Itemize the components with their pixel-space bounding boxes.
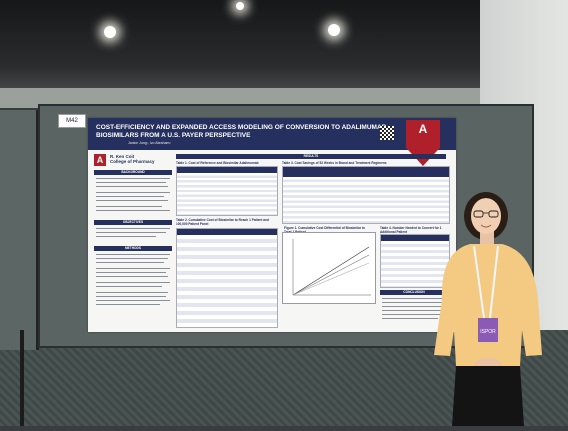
figure1-line-chart (282, 232, 376, 304)
text-line (96, 236, 156, 238)
neck (480, 230, 494, 246)
text-line (96, 292, 168, 294)
college-name: R. Ken Coit College of Pharmacy (110, 154, 155, 164)
section-objectives: OBJECTIVES (94, 220, 172, 225)
glasses-icon (473, 210, 484, 218)
ceiling-light (328, 24, 340, 36)
text-line (96, 186, 168, 188)
text-line (96, 232, 166, 234)
section-conclusion: CONCLUSION (380, 290, 448, 295)
series-line (292, 262, 370, 296)
ceiling-light (104, 26, 116, 38)
table-header (283, 167, 449, 177)
section-results: RESULTS (176, 154, 446, 159)
text-line (96, 262, 164, 264)
hair-top (466, 195, 506, 210)
text-line (96, 178, 170, 180)
text-line (96, 272, 166, 274)
table-header (177, 229, 277, 235)
table2 (176, 228, 278, 328)
face (471, 198, 501, 234)
table3 (282, 166, 450, 224)
lanyard (473, 245, 499, 319)
text-line (96, 268, 170, 270)
glasses-icon (488, 210, 499, 218)
table-rows (177, 173, 277, 215)
college-name-line1: R. Ken Coit (110, 154, 135, 159)
table-rows (381, 241, 449, 287)
table2-caption: Table 2. Cumulative Cost of Biosimilar t… (176, 218, 269, 226)
text-line (96, 210, 170, 212)
table3-caption: Table 3. Cost Savings of 52 Weeks in Bra… (282, 161, 387, 165)
text-line (382, 298, 446, 300)
text-line (382, 302, 444, 304)
college-name-line2: College of Pharmacy (110, 159, 155, 164)
text-line (96, 296, 166, 298)
poster-column-middle: RESULTS Table 1. Cost of Reference and B… (176, 154, 446, 330)
text-line (96, 258, 168, 260)
table1 (176, 166, 278, 216)
presenter-figure: ISPOR (434, 192, 542, 426)
text-line (96, 286, 162, 288)
table4-caption: Table 4. Number Needed to Convert for 1 … (380, 226, 442, 234)
presenter-person: ISPOR (430, 190, 560, 426)
table-rows (283, 177, 449, 223)
smile (480, 224, 492, 228)
text-line (96, 304, 160, 306)
table-rows (177, 235, 277, 327)
table1-caption: Table 1. Cost of Reference and Biosimila… (176, 161, 259, 165)
black-pants (452, 366, 524, 426)
text-line (96, 228, 170, 230)
badge-text: ISPOR (480, 329, 496, 335)
board-number-sign: M42 (58, 114, 86, 128)
poster-column-left: A R. Ken Coit College of Pharmacy BACKGR… (94, 154, 172, 330)
poster-column-right: Table 3. Cost Savings of 52 Weeks in Bra… (282, 154, 450, 330)
text-line (382, 314, 446, 316)
ceiling (0, 0, 568, 95)
section-background: BACKGROUND (94, 170, 172, 175)
qr-code-icon (380, 126, 394, 140)
table4 (380, 234, 450, 288)
research-poster: COST-EFFICIENCY AND EXPANDED ACCESS MODE… (88, 118, 456, 332)
back-wall (0, 88, 568, 108)
yellow-blouse (434, 244, 542, 366)
college-logo-icon: A (94, 154, 106, 166)
text-line (96, 276, 168, 278)
table-header (177, 167, 277, 173)
text-line (96, 200, 168, 202)
university-logo-letter: A (418, 122, 428, 136)
text-line (96, 254, 170, 256)
adjacent-poster-board (0, 110, 39, 350)
board-pole (20, 330, 24, 426)
text-line (96, 206, 162, 208)
poster-header: COST-EFFICIENCY AND EXPANDED ACCESS MODE… (88, 118, 456, 150)
section-methods: METHODS (94, 246, 172, 251)
text-line (96, 182, 166, 184)
text-line (382, 310, 442, 312)
series-line (292, 254, 370, 296)
text-line (382, 306, 446, 308)
text-line (96, 282, 170, 284)
poster-authors: Janice Jung¹, Ivo Abraham¹ (128, 141, 171, 145)
series-line (292, 246, 370, 296)
text-line (96, 300, 170, 302)
text-line (382, 318, 438, 320)
text-line (96, 196, 164, 198)
poster-title: COST-EFFICIENCY AND EXPANDED ACCESS MODE… (96, 124, 387, 139)
table-header (381, 235, 449, 241)
ceiling-light (236, 2, 244, 10)
figure1-plot (292, 239, 371, 296)
name-badge (478, 318, 498, 342)
text-line (96, 192, 170, 194)
